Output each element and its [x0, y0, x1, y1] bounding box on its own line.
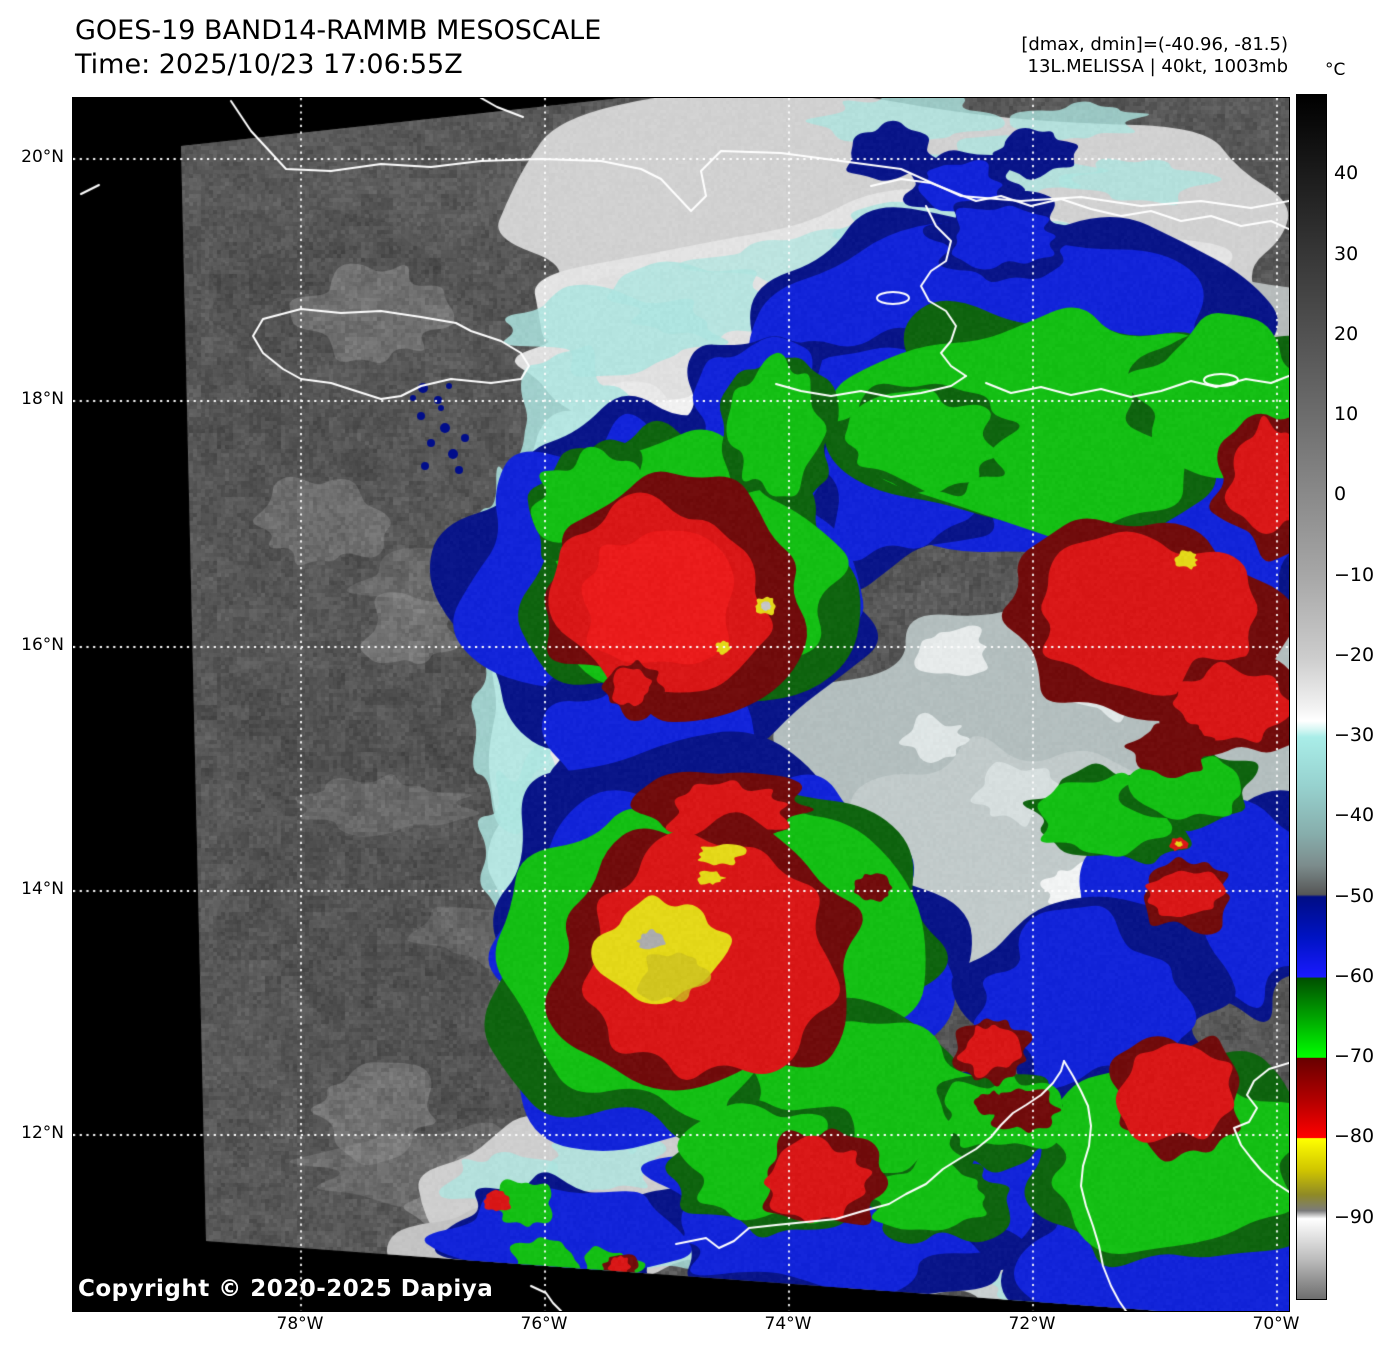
colorbar-unit-label: °C	[1325, 60, 1346, 80]
lat-tick-label: 18°N	[21, 389, 64, 409]
title-block: GOES-19 BAND14-RAMMB MESOSCALE Time: 202…	[75, 14, 601, 82]
colorbar-tick-label: −50	[1334, 884, 1375, 907]
lat-tick-label: 20°N	[21, 147, 64, 167]
dmax-dmin-readout: [dmax, dmin]=(-40.96, -81.5)	[1021, 34, 1288, 55]
colorbar-tick-label: 20	[1334, 322, 1359, 345]
lon-tick-label: 78°W	[276, 1314, 324, 1334]
lat-tick-label: 14°N	[21, 879, 64, 899]
storm-info-block: [dmax, dmin]=(-40.96, -81.5) 13L.MELISSA…	[1021, 34, 1288, 78]
lon-tick-label: 72°W	[1008, 1314, 1056, 1334]
product-title: GOES-19 BAND14-RAMMB MESOSCALE	[75, 15, 602, 46]
satellite-imagery-canvas	[72, 97, 1290, 1312]
colorbar-tick-label: 10	[1334, 403, 1359, 426]
colorbar-tick-label: −60	[1334, 964, 1375, 987]
colorbar-tick-label: −90	[1334, 1205, 1375, 1228]
colorbar-tick-label: −10	[1334, 563, 1375, 586]
colorbar-tick-label: 0	[1334, 483, 1347, 506]
lon-tick-label: 74°W	[764, 1314, 812, 1334]
temperature-colorbar	[1296, 94, 1327, 1300]
lon-tick-label: 70°W	[1252, 1314, 1300, 1334]
colorbar-tick-label: −80	[1334, 1125, 1375, 1148]
colorbar-tick-label: 30	[1334, 242, 1359, 265]
storm-id-intensity: 13L.MELISSA | 40kt, 1003mb	[1027, 56, 1289, 77]
colorbar-tick-label: 40	[1334, 162, 1359, 185]
copyright-watermark: Copyright © 2020-2025 Dapiya	[78, 1276, 494, 1302]
colorbar-tick-label: −30	[1334, 724, 1375, 747]
colorbar-tick-label: −20	[1334, 643, 1375, 666]
lat-tick-label: 12°N	[21, 1123, 64, 1143]
colorbar-tick-label: −70	[1334, 1045, 1375, 1068]
product-timestamp: Time: 2025/10/23 17:06:55Z	[75, 49, 463, 80]
colorbar-tick-label: −40	[1334, 804, 1375, 827]
lat-tick-label: 16°N	[21, 635, 64, 655]
lon-tick-label: 76°W	[520, 1314, 568, 1334]
